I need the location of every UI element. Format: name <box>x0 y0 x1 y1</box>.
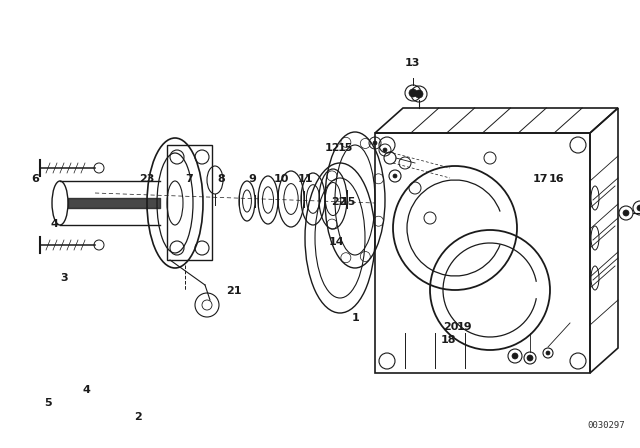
Ellipse shape <box>546 351 550 355</box>
Text: 18: 18 <box>440 336 456 345</box>
Text: 17: 17 <box>533 174 548 184</box>
Text: 8: 8 <box>217 174 225 184</box>
Text: 19: 19 <box>456 322 472 332</box>
Ellipse shape <box>527 355 533 361</box>
Ellipse shape <box>383 148 387 152</box>
Text: 0030297: 0030297 <box>588 421 625 430</box>
Text: 6: 6 <box>31 174 39 184</box>
Text: 10: 10 <box>274 174 289 184</box>
Ellipse shape <box>512 353 518 359</box>
Text: 15: 15 <box>338 143 353 153</box>
Ellipse shape <box>373 141 377 145</box>
Text: 11: 11 <box>298 174 314 184</box>
Text: 12: 12 <box>325 143 340 153</box>
Ellipse shape <box>637 205 640 211</box>
Text: 23: 23 <box>140 174 155 184</box>
Text: 20: 20 <box>444 322 459 332</box>
Ellipse shape <box>415 90 423 98</box>
Text: 4: 4 <box>83 385 90 395</box>
Text: 13: 13 <box>405 58 420 68</box>
Text: 7: 7 <box>185 174 193 184</box>
Text: 2: 2 <box>134 412 141 422</box>
Ellipse shape <box>409 89 417 97</box>
Text: 5: 5 <box>44 398 52 408</box>
Bar <box>375 133 590 373</box>
Ellipse shape <box>393 174 397 178</box>
Text: 14: 14 <box>328 237 344 247</box>
Ellipse shape <box>623 210 629 216</box>
Text: 15: 15 <box>341 197 356 207</box>
Text: 16: 16 <box>549 174 564 184</box>
Text: 9: 9 <box>249 174 257 184</box>
Text: 4: 4 <box>51 219 58 229</box>
Text: 21: 21 <box>226 286 241 296</box>
Text: 1: 1 <box>351 313 359 323</box>
Text: 3: 3 <box>60 273 68 283</box>
Bar <box>167 145 212 260</box>
Text: 22: 22 <box>332 197 347 207</box>
